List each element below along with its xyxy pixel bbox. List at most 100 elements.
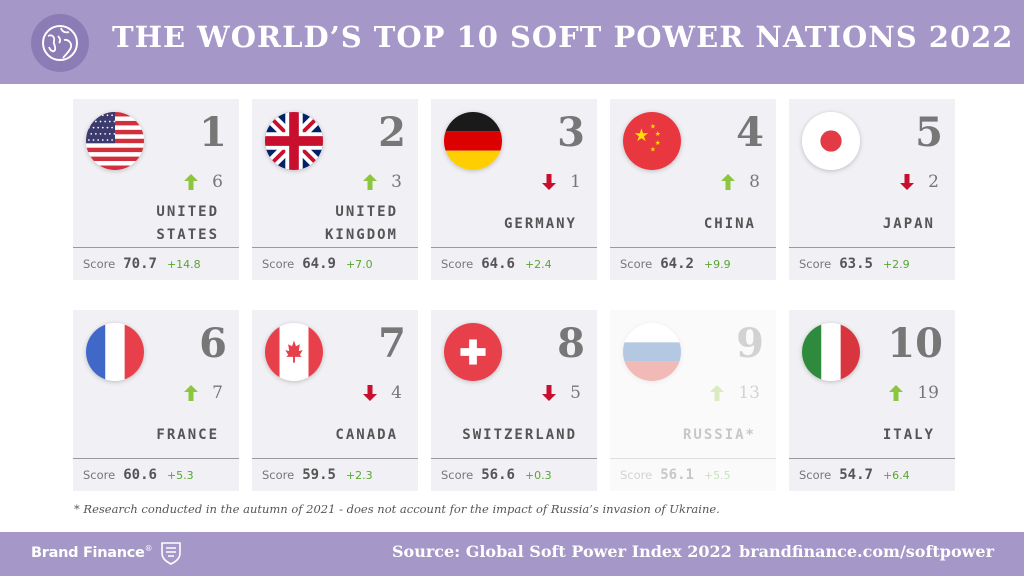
divider — [789, 247, 955, 248]
country-name-line: FRANCE — [156, 426, 219, 443]
nation-card: 8 5 SWITZERLAND Score 56.6 +0.3 — [431, 310, 597, 491]
arrow-up-icon — [363, 174, 378, 190]
divider — [252, 247, 418, 248]
country-name: CANADA — [258, 412, 398, 458]
score-row: Score 54.7 +6.4 — [799, 460, 947, 490]
country-name: FRANCE — [79, 412, 219, 458]
arrow-up-icon — [184, 385, 199, 401]
us-flag-icon — [86, 112, 144, 170]
score-value: 64.2 — [660, 256, 694, 272]
rank-number: 4 — [736, 109, 764, 156]
page-title: THE WORLD’S TOP 10 SOFT POWER NATIONS 20… — [112, 20, 1014, 54]
nation-card: 7 4 CANADA Score 59.5 +2.3 — [252, 310, 418, 491]
svg-text:★: ★ — [634, 126, 650, 146]
arrow-down-icon — [542, 385, 557, 401]
germany-flag-icon — [444, 112, 502, 170]
rank-change: 2 — [900, 171, 939, 193]
arrow-down-icon — [900, 174, 915, 190]
arrow-up-icon — [721, 174, 736, 190]
divider — [73, 458, 239, 459]
footnote: * Research conducted in the autumn of 20… — [74, 502, 720, 516]
score-change: +6.4 — [882, 468, 910, 482]
svg-text:★: ★ — [650, 122, 656, 130]
country-name-line: JAPAN — [882, 215, 935, 232]
score-value: 56.1 — [660, 467, 694, 483]
rank-change: 4 — [363, 382, 402, 404]
rank-number: 7 — [378, 320, 406, 367]
japan-flag-icon — [802, 112, 860, 170]
nation-card: 9 13 RUSSIA* Score 56.1 +5.5 — [610, 310, 776, 491]
rank-number: 2 — [378, 109, 406, 156]
rank-change: 5 — [542, 382, 581, 404]
score-row: Score 60.6 +5.3 — [83, 460, 231, 490]
rank-number: 5 — [915, 109, 943, 156]
nation-card: 2 3 UNITED KINGDOM Score 64.9 +7.0 — [252, 99, 418, 280]
country-name: SWITZERLAND — [437, 412, 577, 458]
country-name-line: CANADA — [335, 426, 398, 443]
score-row: Score 64.6 +2.4 — [441, 249, 589, 279]
website-link[interactable]: brandfinance.com/softpower — [739, 542, 994, 561]
crest-icon — [161, 542, 181, 565]
italy-flag-icon — [802, 323, 860, 381]
score-label: Score — [799, 468, 832, 482]
score-change: +7.0 — [345, 257, 373, 271]
nation-card: 6 7 FRANCE Score 60.6 +5.3 — [73, 310, 239, 491]
score-label: Score — [620, 468, 653, 482]
score-change: +0.3 — [524, 468, 552, 482]
score-label: Score — [620, 257, 653, 271]
divider — [610, 458, 776, 459]
header-banner: THE WORLD’S TOP 10 SOFT POWER NATIONS 20… — [0, 0, 1024, 84]
previous-rank: 13 — [738, 383, 760, 403]
country-name: ITALY — [795, 412, 935, 458]
score-value: 64.9 — [302, 256, 336, 272]
country-name-line: UNITED — [156, 204, 219, 220]
switzerland-flag-icon — [444, 323, 502, 381]
previous-rank: 2 — [928, 172, 939, 192]
arrow-up-icon — [710, 385, 725, 401]
nation-card: 5 2 JAPAN Score 63.5 +2.9 — [789, 99, 955, 280]
previous-rank: 5 — [570, 383, 581, 403]
globe-icon — [31, 14, 89, 72]
score-change: +2.3 — [345, 468, 373, 482]
country-name-line: CHINA — [703, 215, 756, 232]
score-label: Score — [83, 468, 116, 482]
arrow-up-icon — [184, 174, 199, 190]
arrow-up-icon — [889, 385, 904, 401]
country-name-line: KINGDOM — [324, 227, 398, 243]
canada-flag-icon — [265, 323, 323, 381]
uk-flag-icon — [265, 112, 323, 170]
score-row: Score 56.6 +0.3 — [441, 460, 589, 490]
divider — [431, 247, 597, 248]
footer-banner: Brand Finance® Source: Global Soft Power… — [0, 532, 1024, 576]
svg-text:★: ★ — [650, 146, 656, 154]
score-value: 70.7 — [123, 256, 157, 272]
score-value: 64.6 — [481, 256, 515, 272]
rank-change: 1 — [542, 171, 581, 193]
score-change: +14.8 — [166, 257, 201, 271]
rank-change: 13 — [710, 382, 760, 404]
score-change: +5.3 — [166, 468, 194, 482]
rank-change: 3 — [363, 171, 402, 193]
score-label: Score — [262, 468, 295, 482]
divider — [789, 458, 955, 459]
divider — [252, 458, 418, 459]
country-name-line: UNITED — [335, 204, 398, 220]
country-name-line: SWITZERLAND — [462, 426, 577, 443]
score-value: 56.6 — [481, 467, 515, 483]
score-change: +5.5 — [703, 468, 731, 482]
score-row: Score 64.2 +9.9 — [620, 249, 768, 279]
previous-rank: 8 — [749, 172, 760, 192]
previous-rank: 1 — [570, 172, 581, 192]
rank-number: 1 — [199, 109, 227, 156]
score-change: +9.9 — [703, 257, 731, 271]
country-name: GERMANY — [437, 201, 577, 247]
divider — [73, 247, 239, 248]
score-label: Score — [441, 257, 474, 271]
score-row: Score 63.5 +2.9 — [799, 249, 947, 279]
score-value: 63.5 — [839, 256, 873, 272]
country-name: UNITED STATES — [79, 201, 219, 247]
country-name: JAPAN — [795, 201, 935, 247]
rank-number: 3 — [557, 109, 585, 156]
rank-change: 6 — [184, 171, 223, 193]
score-change: +2.4 — [524, 257, 552, 271]
